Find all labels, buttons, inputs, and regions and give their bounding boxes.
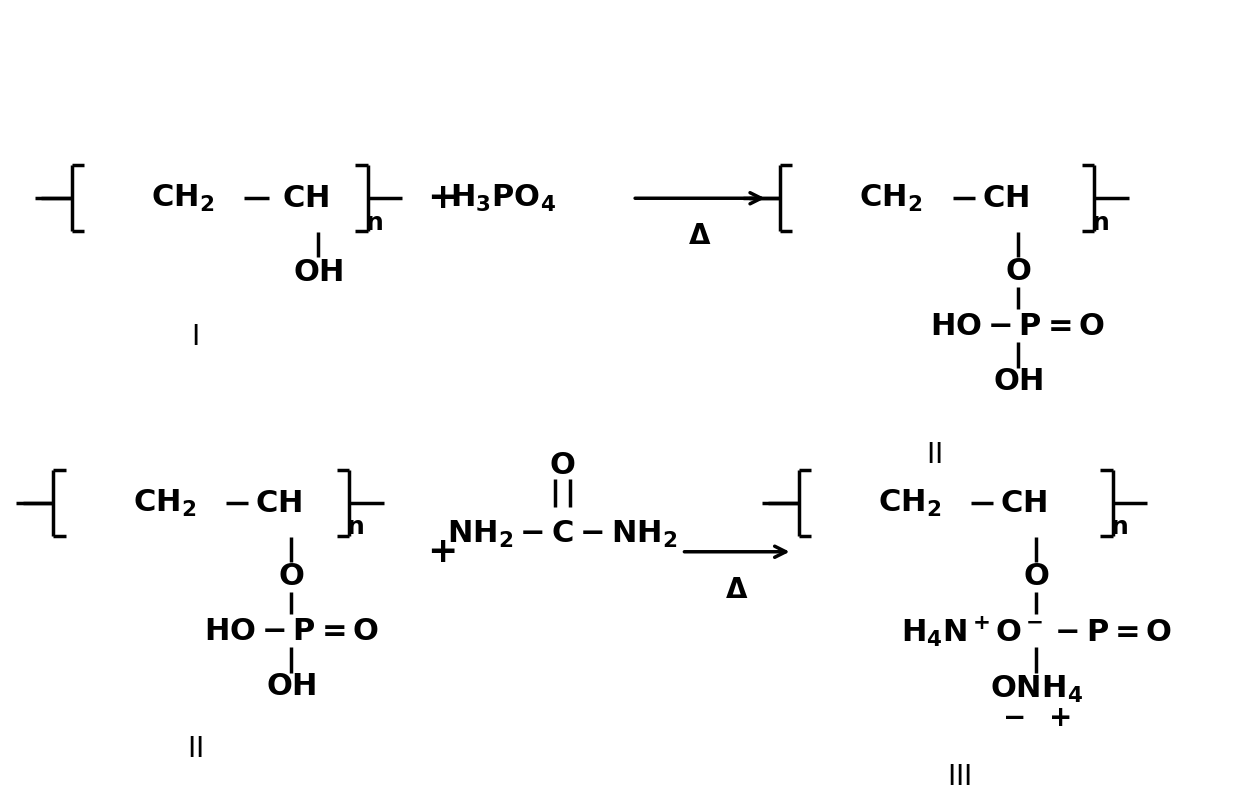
Text: $\mathbf{O}$: $\mathbf{O}$ <box>1023 561 1049 590</box>
Text: $\mathbf{\Delta}$: $\mathbf{\Delta}$ <box>725 576 749 604</box>
Text: $\mathbf{\Delta}$: $\mathbf{\Delta}$ <box>688 222 712 250</box>
Text: $\mathbf{HO-P=O}$: $\mathbf{HO-P=O}$ <box>203 617 378 646</box>
Text: $\mathbf{O}$: $\mathbf{O}$ <box>549 451 575 480</box>
Text: $\mathbf{CH_2}$: $\mathbf{CH_2}$ <box>878 487 941 519</box>
Text: $\mathbf{CH}$: $\mathbf{CH}$ <box>255 489 303 518</box>
Text: $\mathbf{OH}$: $\mathbf{OH}$ <box>992 367 1043 396</box>
Text: $\mathbf{n}$: $\mathbf{n}$ <box>346 516 365 539</box>
Text: $\mathrm{II}$: $\mathrm{II}$ <box>926 440 942 469</box>
Text: $\mathbf{O}$: $\mathbf{O}$ <box>278 561 304 590</box>
Text: $\mathbf{OH}$: $\mathbf{OH}$ <box>293 258 343 287</box>
Text: $\mathrm{I}$: $\mathrm{I}$ <box>191 323 198 351</box>
Text: $\mathbf{ONH_4}$: $\mathbf{ONH_4}$ <box>990 674 1083 705</box>
Text: $\mathbf{CH}$: $\mathbf{CH}$ <box>982 184 1029 213</box>
Text: $\mathbf{n}$: $\mathbf{n}$ <box>365 210 383 235</box>
Text: $\mathbf{+}$: $\mathbf{+}$ <box>427 181 455 215</box>
Text: $\mathbf{O}$: $\mathbf{O}$ <box>1004 257 1030 286</box>
Text: $\mathbf{CH_2}$: $\mathbf{CH_2}$ <box>133 487 196 519</box>
Text: $\mathbf{CH_2}$: $\mathbf{CH_2}$ <box>859 183 923 214</box>
Text: $\mathrm{III}$: $\mathrm{III}$ <box>947 763 971 785</box>
Text: $\mathbf{CH}$: $\mathbf{CH}$ <box>1001 489 1048 518</box>
Text: $\mathbf{H_3PO_4}$: $\mathbf{H_3PO_4}$ <box>450 183 556 214</box>
Text: $\mathbf{CH_2}$: $\mathbf{CH_2}$ <box>151 183 215 214</box>
Text: $\mathbf{OH}$: $\mathbf{OH}$ <box>265 673 316 702</box>
Text: $\mathrm{II}$: $\mathrm{II}$ <box>187 736 203 763</box>
Text: $\mathbf{CH}$: $\mathbf{CH}$ <box>283 184 330 213</box>
Text: $\mathbf{NH_2-C-NH_2}$: $\mathbf{NH_2-C-NH_2}$ <box>446 519 677 550</box>
Text: $\mathbf{H_4N^+O^--P=O}$: $\mathbf{H_4N^+O^--P=O}$ <box>900 615 1172 648</box>
Text: $\mathbf{n}$: $\mathbf{n}$ <box>1091 210 1110 235</box>
Text: $\mathbf{HO-P=O}$: $\mathbf{HO-P=O}$ <box>930 312 1105 341</box>
Text: $\mathbf{-\ \ +}$: $\mathbf{-\ \ +}$ <box>1002 704 1071 732</box>
Text: $\mathbf{+}$: $\mathbf{+}$ <box>427 535 455 569</box>
Text: $\mathbf{n}$: $\mathbf{n}$ <box>1110 516 1127 539</box>
